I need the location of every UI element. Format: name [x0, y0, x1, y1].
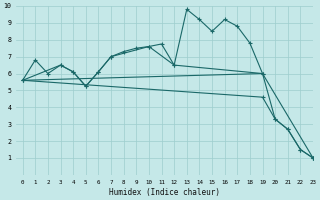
X-axis label: Humidex (Indice chaleur): Humidex (Indice chaleur)	[109, 188, 220, 197]
